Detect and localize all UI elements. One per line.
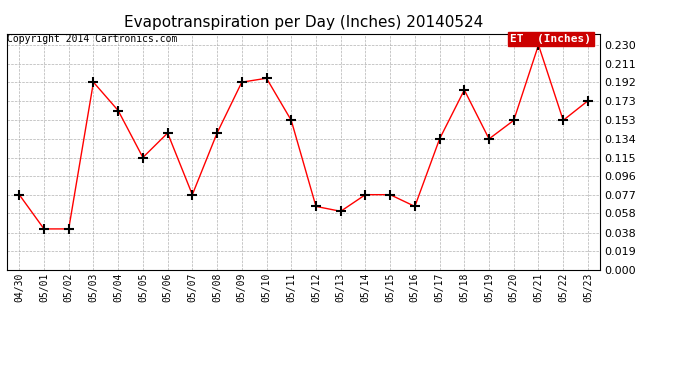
Text: ET  (Inches): ET (Inches) bbox=[511, 34, 591, 44]
Text: Copyright 2014 Cartronics.com: Copyright 2014 Cartronics.com bbox=[7, 34, 177, 44]
Title: Evapotranspiration per Day (Inches) 20140524: Evapotranspiration per Day (Inches) 2014… bbox=[124, 15, 483, 30]
